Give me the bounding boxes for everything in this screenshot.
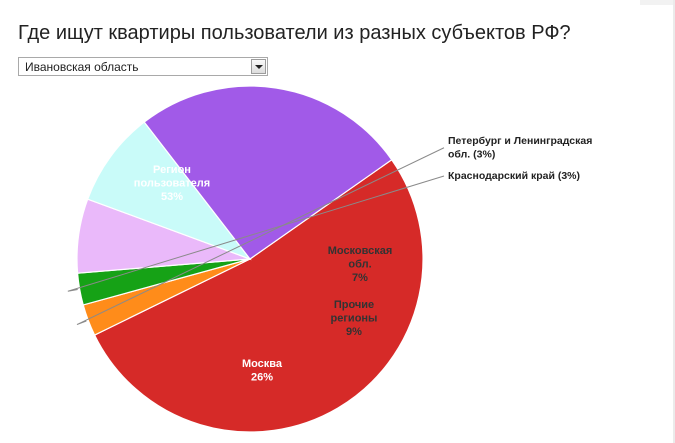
slice-label-регион: Регион пользователя 53% xyxy=(134,164,210,203)
slice-label-краснодарский-край-3: Краснодарский край (3%) xyxy=(448,170,580,182)
pie-slice-1[interactable] xyxy=(93,158,424,433)
right-border xyxy=(673,0,675,443)
pie-slices xyxy=(76,85,424,433)
leader-lines xyxy=(67,147,445,325)
leader-line-3 xyxy=(67,175,445,292)
region-select[interactable]: Ивановская область xyxy=(18,57,268,76)
slice-label-прочие: Прочие регионы 9% xyxy=(331,299,378,338)
pie-slice-6[interactable] xyxy=(143,85,393,260)
pie-slice-5[interactable] xyxy=(86,121,252,261)
page-title: Где ищут квартиры пользователи из разных… xyxy=(18,22,571,44)
slice-label-московская: Московская обл. 7% xyxy=(328,245,393,284)
chevron-down-icon[interactable] xyxy=(251,59,266,74)
leader-line-2 xyxy=(76,147,445,325)
slice-labels: Регион пользователя 53% Петербург и Ленингр… xyxy=(134,135,593,384)
region-select-value: Ивановская область xyxy=(25,60,139,74)
slice-label-москва: Москва 26% xyxy=(242,358,283,384)
top-divider xyxy=(640,0,675,5)
slice-label-петербург-и-ленинградская: Петербург и Ленинградская обл. (3%) xyxy=(448,135,592,161)
